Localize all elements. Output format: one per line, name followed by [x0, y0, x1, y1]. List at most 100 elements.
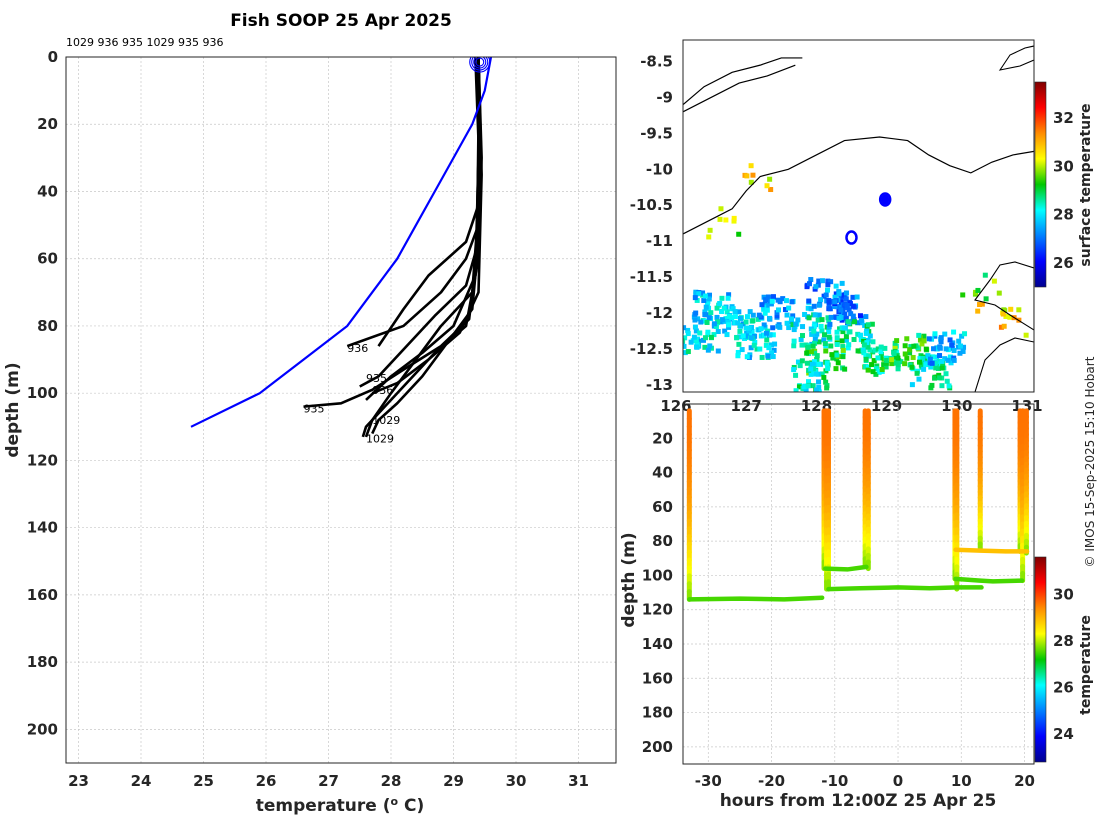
sst-pixel — [765, 294, 771, 300]
credit-text: © IMOS 15-Sep-2025 15:10 Hobart — [1083, 356, 1097, 567]
sst-pixel — [713, 324, 719, 330]
sst-pixel — [907, 347, 913, 353]
sst-pixel — [951, 357, 957, 363]
map-colorbar-ticks: 26 28 30 32 — [1053, 109, 1074, 272]
sst-pixel — [816, 302, 822, 308]
sst-pixel — [996, 290, 1002, 296]
sst-pixel — [898, 359, 904, 365]
sst-pixel — [732, 309, 738, 315]
sst-pixel — [808, 277, 814, 283]
sst-pixel — [714, 314, 720, 320]
sst-pixel — [864, 340, 870, 346]
sst-pixel — [770, 325, 776, 331]
sst-pixel — [766, 345, 772, 351]
sst-pixel — [855, 331, 861, 337]
sst-pixel — [850, 303, 856, 309]
section-ytick-label: 80 — [652, 532, 673, 550]
sst-pixel — [863, 364, 869, 370]
sst-pixel — [934, 354, 940, 360]
sst-pixel — [819, 278, 825, 284]
sst-pixel — [962, 331, 968, 337]
sst-pixel — [743, 325, 749, 331]
section-ytick-label: 200 — [642, 738, 673, 756]
sst-pixel — [882, 345, 888, 351]
section-ytick-label: 40 — [652, 464, 673, 482]
sst-pixel — [938, 335, 944, 341]
sst-pixel — [893, 360, 899, 366]
sst-pixel — [939, 358, 945, 364]
sst-pixel — [705, 347, 711, 353]
sst-pixel — [767, 176, 773, 182]
profile-ytick-label: 0 — [48, 48, 58, 66]
sst-pixel — [747, 352, 753, 358]
sst-pixel — [892, 357, 898, 363]
sst-pixel — [810, 383, 816, 389]
sst-pixel — [870, 349, 876, 355]
coastline-segment — [683, 64, 796, 113]
sst-pixel — [850, 294, 856, 300]
sst-pixel — [735, 349, 741, 355]
sst-pixel — [731, 218, 737, 224]
map-colorbar-tick-label: 30 — [1053, 157, 1074, 175]
ship-track-marker — [881, 194, 890, 205]
section-ytick-label: 120 — [642, 601, 673, 619]
sst-pixel — [770, 294, 776, 300]
map-ytick-label: -8.5 — [640, 53, 673, 71]
sst-pixel — [784, 312, 790, 318]
sst-pixel — [928, 364, 934, 370]
sst-pixel — [762, 310, 768, 316]
sst-pixel — [737, 315, 743, 321]
sst-pixel — [869, 321, 875, 327]
sst-pixel — [737, 328, 743, 334]
section-colorbar-tick-label: 26 — [1053, 678, 1074, 696]
sst-pixel — [722, 328, 728, 334]
sst-pixel — [758, 326, 764, 332]
profile-frame — [65, 56, 617, 764]
sst-pixel — [734, 335, 740, 341]
sst-pixel — [838, 307, 844, 313]
sst-pixel — [975, 287, 981, 293]
profile-ytick-label: 120 — [27, 451, 58, 469]
sst-pixel — [736, 309, 742, 315]
map-xtick-label: 127 — [731, 397, 762, 415]
sst-pixel — [683, 325, 687, 331]
section-xtick-label: -20 — [758, 772, 785, 790]
sst-pixel — [821, 374, 827, 380]
sst-pixel — [736, 231, 742, 237]
sst-pixel — [759, 302, 765, 308]
sst-pixel — [939, 365, 945, 371]
sst-pixel — [840, 329, 846, 335]
sst-pixel — [943, 346, 949, 352]
sst-pixel — [865, 322, 871, 328]
sst-pixel — [827, 321, 833, 327]
profile-xlabel: temperature (o C) — [256, 795, 425, 816]
sst-pixel — [921, 366, 927, 372]
sst-pixel — [702, 312, 708, 318]
sst-pixel — [774, 310, 780, 316]
sst-pixel — [805, 379, 811, 385]
sst-pixel — [692, 324, 698, 330]
sst-pixel — [732, 320, 738, 326]
sst-pixel — [726, 322, 732, 328]
map-xtick-label: 126 — [660, 397, 691, 415]
map-frame — [682, 39, 1035, 393]
sst-pixel — [879, 367, 885, 373]
sst-pixel — [707, 343, 713, 349]
sst-pixel — [723, 217, 729, 223]
map-colorbar-tick-label: 28 — [1053, 206, 1074, 224]
sst-pixel — [805, 383, 811, 389]
sst-pixel — [863, 330, 869, 336]
sst-pixel — [843, 290, 849, 296]
sst-pixel — [960, 348, 966, 354]
sst-pixel — [832, 303, 838, 309]
sst-pixel — [725, 295, 731, 301]
sst-pixel — [756, 312, 762, 318]
profile-xtick-label: 30 — [506, 772, 527, 790]
sst-pixel — [1016, 307, 1022, 313]
sst-pixel — [703, 335, 709, 341]
profile-xtick-label: 23 — [68, 772, 89, 790]
sst-pixel — [717, 301, 723, 307]
sst-pixel — [816, 312, 822, 318]
sst-pixel — [852, 319, 858, 325]
